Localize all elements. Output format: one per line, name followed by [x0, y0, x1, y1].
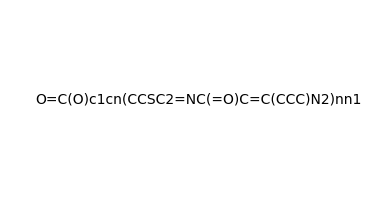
- Text: O=C(O)c1cn(CCSC2=NC(=O)C=C(CCC)N2)nn1: O=C(O)c1cn(CCSC2=NC(=O)C=C(CCC)N2)nn1: [35, 93, 361, 107]
